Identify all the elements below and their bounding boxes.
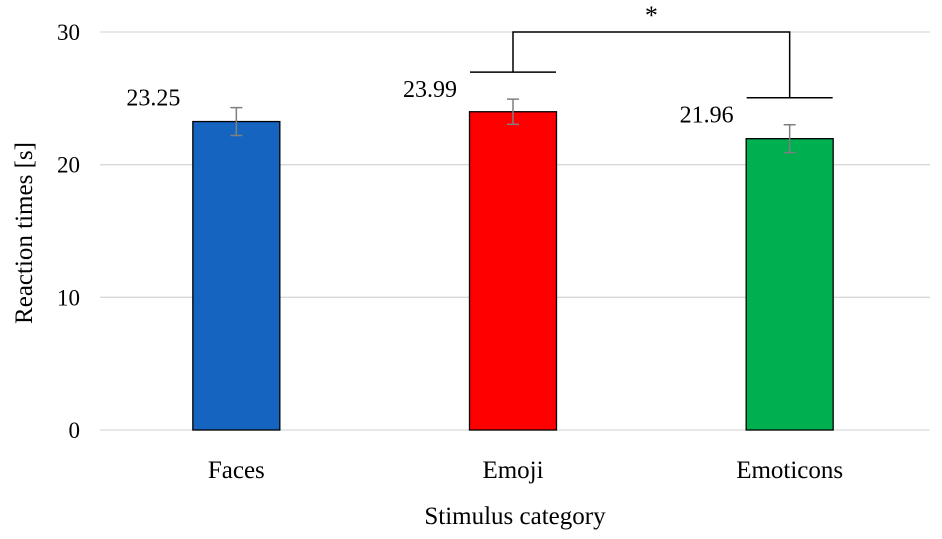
y-tick-label: 10 xyxy=(57,285,80,310)
value-label: 21.96 xyxy=(680,103,734,129)
significance-bracket xyxy=(512,31,791,98)
value-label: 23.25 xyxy=(126,86,180,112)
bar-emoticons xyxy=(745,138,834,431)
bar-emoji xyxy=(468,111,558,431)
y-tick-label: 20 xyxy=(57,153,80,178)
error-bars xyxy=(230,98,796,154)
x-axis-title: Stimulus category xyxy=(424,503,606,530)
x-category-label: Emoticons xyxy=(736,457,843,484)
x-axis-categories: Faces Emoji Emoticons xyxy=(208,457,843,484)
y-tick-label: 30 xyxy=(57,20,80,45)
significance-bracket-group: * xyxy=(470,1,833,99)
bars xyxy=(192,111,834,431)
x-category-label: Emoji xyxy=(482,457,543,484)
bar-faces xyxy=(192,120,281,431)
value-labels: 23.25 23.99 21.96 xyxy=(126,77,733,129)
value-label: 23.99 xyxy=(403,77,457,103)
y-tick-label: 0 xyxy=(69,418,81,443)
x-category-label: Faces xyxy=(208,457,265,484)
y-axis-title: Reaction times [s] xyxy=(11,142,38,324)
significance-star: * xyxy=(645,1,658,30)
y-axis-ticks: 0 10 20 30 xyxy=(57,20,80,443)
